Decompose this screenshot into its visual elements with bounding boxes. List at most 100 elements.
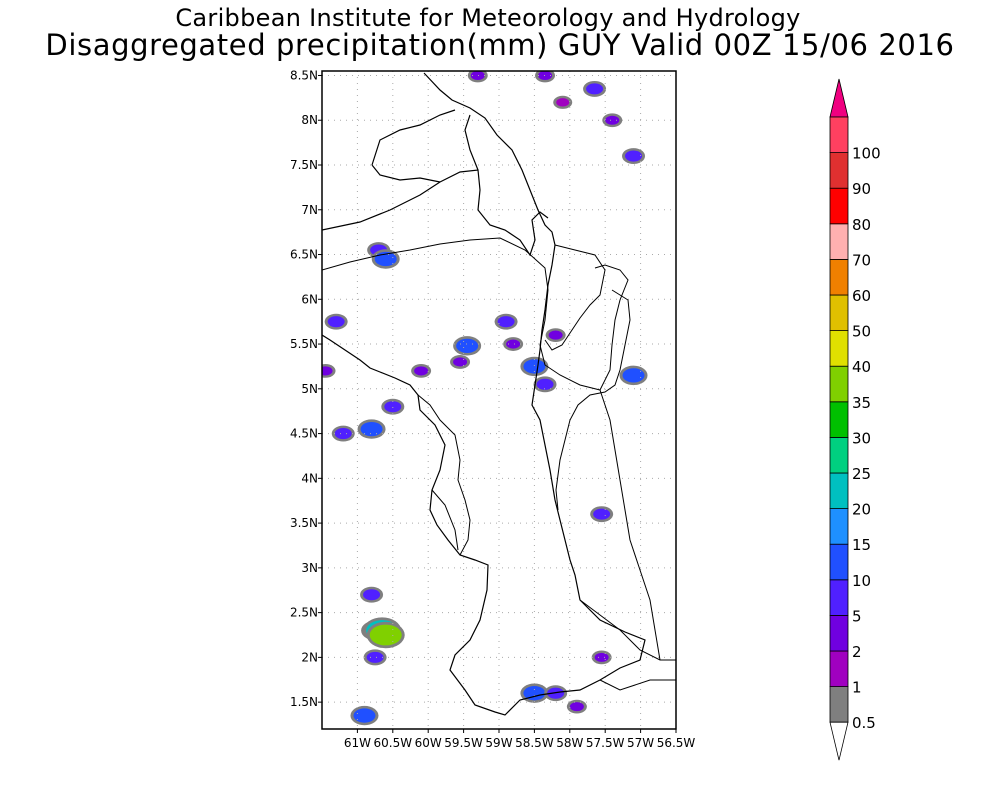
colorbar-under-arrow: [829, 721, 849, 761]
lat-tick-label: 3N: [301, 561, 318, 575]
region-outline: [417, 394, 471, 556]
precip-cell: [322, 366, 333, 376]
longitude-labels: 61W 60.5W 60W 59.5W 59W 58.5W 58W 57.5W 57W 56.5W: [344, 736, 696, 750]
precip-cell: [506, 339, 521, 349]
latitude-labels: 8.5N 8N 7.5N 7N 6.5N 6N 5.5N 5N 4.5N 4N 3.5N 3N 2.5N…: [290, 68, 318, 709]
lon-tick-label: 59W: [485, 736, 512, 750]
colorbar-label: 60: [852, 287, 871, 305]
lat-tick-label: 5.5N: [290, 337, 318, 351]
suriname-border: [599, 389, 661, 661]
lon-tick-label: 57.5W: [586, 736, 625, 750]
colorbar-label: 35: [852, 394, 871, 412]
lon-tick-label: 59.5W: [444, 736, 483, 750]
map-frame-border: [321, 70, 677, 730]
colorbar-swatch: [829, 615, 849, 652]
colorbar-label: 2: [852, 643, 862, 661]
delta-outline: [371, 109, 479, 183]
colorbar-swatch: [829, 258, 849, 296]
colorbar-label: 5: [852, 607, 862, 625]
venezuela-border: [322, 169, 549, 257]
lat-tick-label: 8N: [301, 113, 318, 127]
colorbar-swatch: [829, 436, 849, 474]
map-gridlines: [318, 71, 677, 733]
region-outline: [322, 237, 629, 391]
lon-tick-label: 56.5W: [657, 736, 696, 750]
colorbar-label: 1: [852, 679, 862, 697]
colorbar-swatch: [829, 650, 849, 687]
colorbar-swatch: [829, 116, 849, 153]
precip-cell: [453, 357, 468, 367]
colorbar-swatch: [829, 294, 849, 331]
lat-tick-label: 6.5N: [290, 248, 318, 262]
lat-tick-label: 7.5N: [290, 158, 318, 172]
colorbar-label: 0.5: [852, 714, 876, 732]
lat-tick-label: 3.5N: [290, 516, 318, 530]
lat-tick-label: 6N: [301, 292, 318, 306]
colorbar-swatch: [829, 223, 849, 260]
lat-tick-label: 1.5N: [290, 695, 318, 709]
precip-cell: [384, 401, 402, 413]
precip-cell: [470, 71, 485, 81]
colorbar-swatch: [829, 187, 849, 225]
title-line-2: Disaggregated precipitation(mm) GUY Vali…: [45, 28, 955, 62]
colorbar-label: 40: [852, 358, 871, 376]
colorbar-label: 90: [852, 180, 871, 198]
colorbar-swatch: [829, 579, 849, 616]
precip-cell: [414, 366, 429, 376]
lat-tick-label: 4.5N: [290, 427, 318, 441]
lon-tick-label: 58.5W: [515, 736, 554, 750]
lat-tick-label: 4N: [301, 471, 318, 485]
colorbar-label: 50: [852, 323, 871, 341]
precip-cell: [536, 378, 554, 390]
precip-cell: [353, 708, 376, 723]
precip-cell: [556, 98, 570, 107]
guyana-border: [322, 72, 646, 716]
precip-cell: [360, 421, 383, 437]
country-borders: [322, 72, 676, 716]
colorbar-swatch: [829, 401, 849, 438]
colorbar-swatch: [829, 330, 849, 367]
colorbar-swatch: [829, 365, 849, 403]
colorbar-label: 100: [852, 145, 881, 163]
precip-cell: [327, 316, 345, 328]
precip-cell: [538, 71, 553, 81]
lon-tick-label: 60W: [415, 736, 442, 750]
lon-tick-label: 60.5W: [374, 736, 413, 750]
lat-tick-label: 2.5N: [290, 606, 318, 620]
colorbar-swatch: [829, 686, 849, 723]
region-outline: [555, 289, 631, 511]
lon-tick-label: 58W: [556, 736, 583, 750]
lon-tick-label: 57W: [627, 736, 654, 750]
precip-cell: [523, 686, 546, 701]
colorbar-swatch: [829, 472, 849, 509]
lon-tick-label: 61W: [344, 736, 371, 750]
precip-cell: [363, 589, 381, 601]
colorbar-over-arrow: [829, 78, 849, 118]
precip-cell: [605, 115, 620, 125]
colorbar-label: 30: [852, 429, 871, 447]
region-outline: [544, 244, 606, 351]
precip-cell: [456, 338, 479, 353]
precip-cell: [625, 150, 643, 162]
colorbar-label: 25: [852, 465, 871, 483]
lat-tick-label: 2N: [301, 650, 318, 664]
colorbar-label: 10: [852, 572, 871, 590]
precip-cell: [593, 508, 611, 520]
precip-cell: [622, 368, 645, 383]
lat-tick-label: 5N: [301, 382, 318, 396]
precip-cell: [548, 330, 563, 340]
precip-cell: [334, 428, 352, 440]
region-outline: [579, 599, 676, 691]
colorbar-swatch: [829, 152, 849, 189]
precip-cell: [586, 83, 604, 95]
precip-cell: [497, 316, 515, 328]
precip-cell: [366, 651, 384, 663]
precip-cell: [569, 702, 584, 712]
colorbar-swatch: [829, 543, 849, 581]
precip-cell: [594, 652, 609, 662]
colorbar-label: 80: [852, 216, 871, 234]
lat-tick-label: 7N: [301, 203, 318, 217]
precip-cell: [369, 624, 402, 646]
